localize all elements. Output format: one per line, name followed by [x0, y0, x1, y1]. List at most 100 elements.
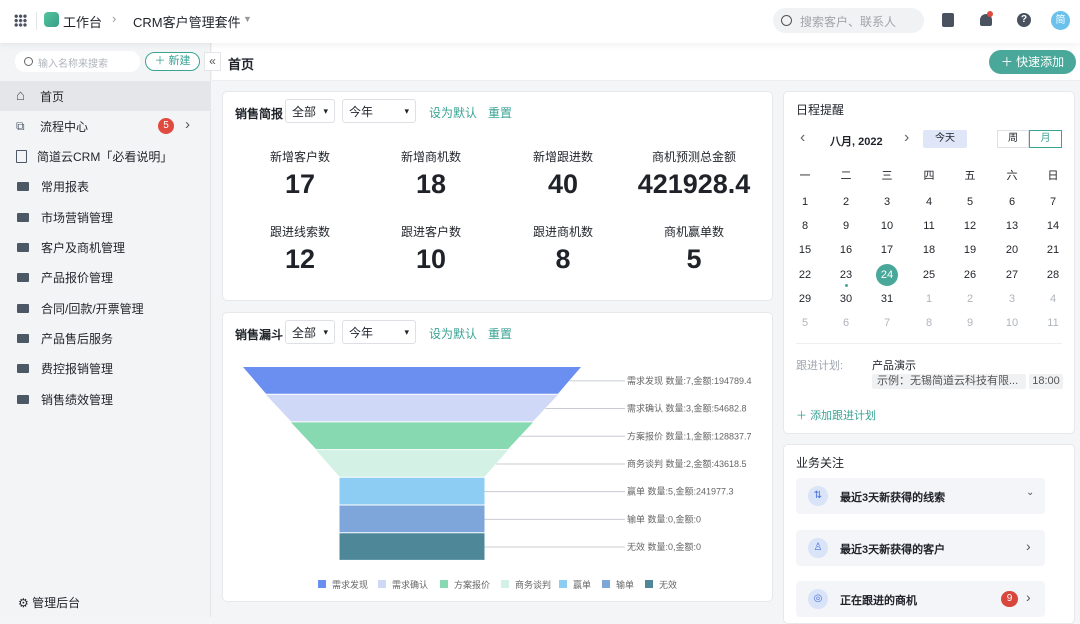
set-default-link[interactable]: 设为默认 — [429, 327, 478, 341]
calendar-day[interactable]: 15 — [798, 244, 812, 257]
calendar-day[interactable]: 7 — [1049, 196, 1057, 208]
stat-value[interactable]: 8 — [555, 244, 571, 274]
funnel-segment[interactable] — [291, 422, 533, 450]
caret-down-icon[interactable]: ▼ — [243, 14, 252, 24]
legend-label[interactable]: 商务谈判 — [515, 579, 551, 590]
calendar-day[interactable]: 18 — [922, 244, 936, 257]
funnel-segment[interactable] — [266, 394, 558, 422]
chevron-right-icon[interactable]: › — [1026, 537, 1031, 554]
calendar-day[interactable]: 20 — [1005, 244, 1019, 257]
calendar-day[interactable]: 12 — [963, 220, 977, 233]
legend-label[interactable]: 无效 — [659, 579, 677, 590]
sidebar-item[interactable]: 费控报销管理 — [0, 354, 211, 384]
collapse-sidebar-button[interactable]: « — [204, 52, 221, 71]
sidebar-item[interactable]: 常用报表 — [0, 172, 211, 202]
calendar-day[interactable]: 3 — [1008, 292, 1016, 305]
calendar-day[interactable]: 22 — [798, 268, 812, 281]
calendar-day[interactable]: 8 — [925, 317, 933, 329]
calendar-day[interactable]: 19 — [963, 244, 977, 257]
legend-label[interactable]: 输单 — [616, 579, 634, 590]
calendar-day[interactable]: 29 — [798, 292, 812, 305]
funnel-segment[interactable] — [339, 533, 485, 560]
legend-label[interactable]: 需求发现 — [332, 579, 368, 590]
funnel-segment[interactable] — [243, 367, 581, 394]
sidebar-item[interactable]: 产品报价管理 — [0, 263, 211, 293]
stat-value[interactable]: 5 — [686, 244, 702, 274]
chevron-down-icon[interactable]: ⌄ — [1026, 487, 1035, 498]
calendar-day[interactable]: 9 — [842, 220, 850, 233]
today-button[interactable]: 今天 — [923, 130, 967, 148]
sidebar-item[interactable]: 市场营销管理 — [0, 202, 211, 232]
legend-label[interactable]: 需求确认 — [392, 579, 428, 590]
calendar-day[interactable]: 17 — [880, 244, 894, 257]
calendar-day[interactable]: 31 — [880, 292, 894, 305]
funnel-segment[interactable] — [316, 450, 508, 477]
calendar-day[interactable]: 9 — [966, 317, 974, 329]
add-plan-link[interactable]: ＋ 添加跟进计划 — [796, 410, 877, 422]
sidebar-search-input[interactable]: 输入名称来搜索 — [15, 51, 140, 72]
calendar-day[interactable]: 14 — [1046, 220, 1060, 233]
calendar-day[interactable]: 24 — [876, 263, 898, 286]
sidebar-item[interactable]: ⧉ 流程中心 5 › — [0, 111, 211, 141]
plan-title[interactable]: 产品演示 — [872, 360, 916, 372]
calendar-day[interactable]: 2 — [842, 196, 850, 208]
reset-link[interactable]: 重置 — [488, 106, 513, 120]
calendar-day[interactable]: 5 — [801, 317, 809, 329]
reset-link[interactable]: 重置 — [488, 327, 513, 341]
calendar-day[interactable]: 27 — [1005, 268, 1019, 281]
calendar-day[interactable]: 11 — [923, 220, 935, 233]
funnel-segment[interactable] — [339, 477, 485, 505]
calendar-day[interactable]: 4 — [925, 196, 933, 208]
help-icon[interactable]: ? — [1017, 13, 1031, 27]
focus-item[interactable]: ⇅ 最近3天新获得的线索 ⌄ — [796, 478, 1045, 514]
legend-label[interactable]: 赢单 — [573, 579, 591, 590]
calendar-day[interactable]: 6 — [1008, 196, 1016, 208]
calendar-day[interactable]: 10 — [1005, 317, 1019, 329]
legend-label[interactable]: 方案报价 — [454, 579, 490, 590]
stat-value[interactable]: 18 — [415, 169, 447, 199]
calendar-day[interactable]: 21 — [1046, 244, 1060, 257]
chevron-right-icon[interactable]: › — [185, 116, 190, 134]
week-view-button[interactable]: 周 — [997, 130, 1029, 148]
stat-value[interactable]: 421928.4 — [637, 169, 751, 199]
calendar-day[interactable]: 23 — [839, 268, 853, 281]
calendar-day[interactable]: 16 — [839, 244, 853, 257]
stat-value[interactable]: 40 — [547, 169, 579, 199]
sidebar-item[interactable]: 客户及商机管理 — [0, 233, 211, 263]
calendar-day[interactable]: 1 — [925, 292, 933, 305]
calendar-day[interactable]: 5 — [966, 196, 974, 208]
calendar-day[interactable]: 26 — [963, 268, 977, 281]
breadcrumb-app[interactable]: CRM客户管理套件 — [133, 15, 241, 30]
stat-value[interactable]: 17 — [284, 169, 316, 199]
stat-value[interactable]: 10 — [415, 244, 447, 274]
period-select[interactable]: 今年 ▾ — [342, 99, 416, 123]
admin-link[interactable]: ⚙ 管理后台 — [18, 594, 80, 611]
calendar-day[interactable]: 25 — [922, 268, 936, 281]
stat-value[interactable]: 12 — [284, 244, 316, 274]
focus-item[interactable]: ◎ 正在跟进的商机 9 › — [796, 581, 1045, 617]
sidebar-item[interactable]: ⌂ 首页 — [0, 81, 211, 111]
calendar-day[interactable]: 30 — [839, 292, 853, 305]
funnel-segment[interactable] — [339, 505, 485, 533]
set-default-link[interactable]: 设为默认 — [429, 106, 478, 120]
calendar-day[interactable]: 10 — [880, 220, 894, 233]
sidebar-item[interactable]: 产品售后服务 — [0, 323, 211, 353]
focus-item[interactable]: ♙ 最近3天新获得的客户 › — [796, 529, 1045, 566]
calendar-day[interactable]: 1 — [801, 196, 809, 208]
plan-description[interactable]: 示例：无锡简道云科技有限... — [872, 374, 1026, 389]
calendar-day[interactable]: 2 — [966, 292, 974, 305]
prev-month-button[interactable]: ‹ — [800, 129, 806, 146]
global-search[interactable]: 搜索客户、联系人 — [773, 8, 924, 33]
chevron-right-icon[interactable]: › — [1026, 589, 1031, 605]
sidebar-item[interactable]: 销售绩效管理 — [0, 384, 211, 414]
calendar-day[interactable]: 4 — [1049, 292, 1057, 305]
calendar-day[interactable]: 28 — [1046, 268, 1060, 281]
notebook-icon[interactable] — [942, 13, 954, 27]
apps-grid-icon[interactable] — [14, 14, 27, 27]
calendar-day[interactable]: 13 — [1005, 220, 1019, 233]
calendar-day[interactable]: 7 — [883, 317, 891, 329]
calendar-day[interactable]: 6 — [842, 317, 850, 329]
month-view-button[interactable]: 月 — [1029, 130, 1062, 148]
new-button[interactable]: ＋ 新建 — [145, 52, 200, 71]
scope-select[interactable]: 全部 ▾ — [285, 320, 335, 344]
